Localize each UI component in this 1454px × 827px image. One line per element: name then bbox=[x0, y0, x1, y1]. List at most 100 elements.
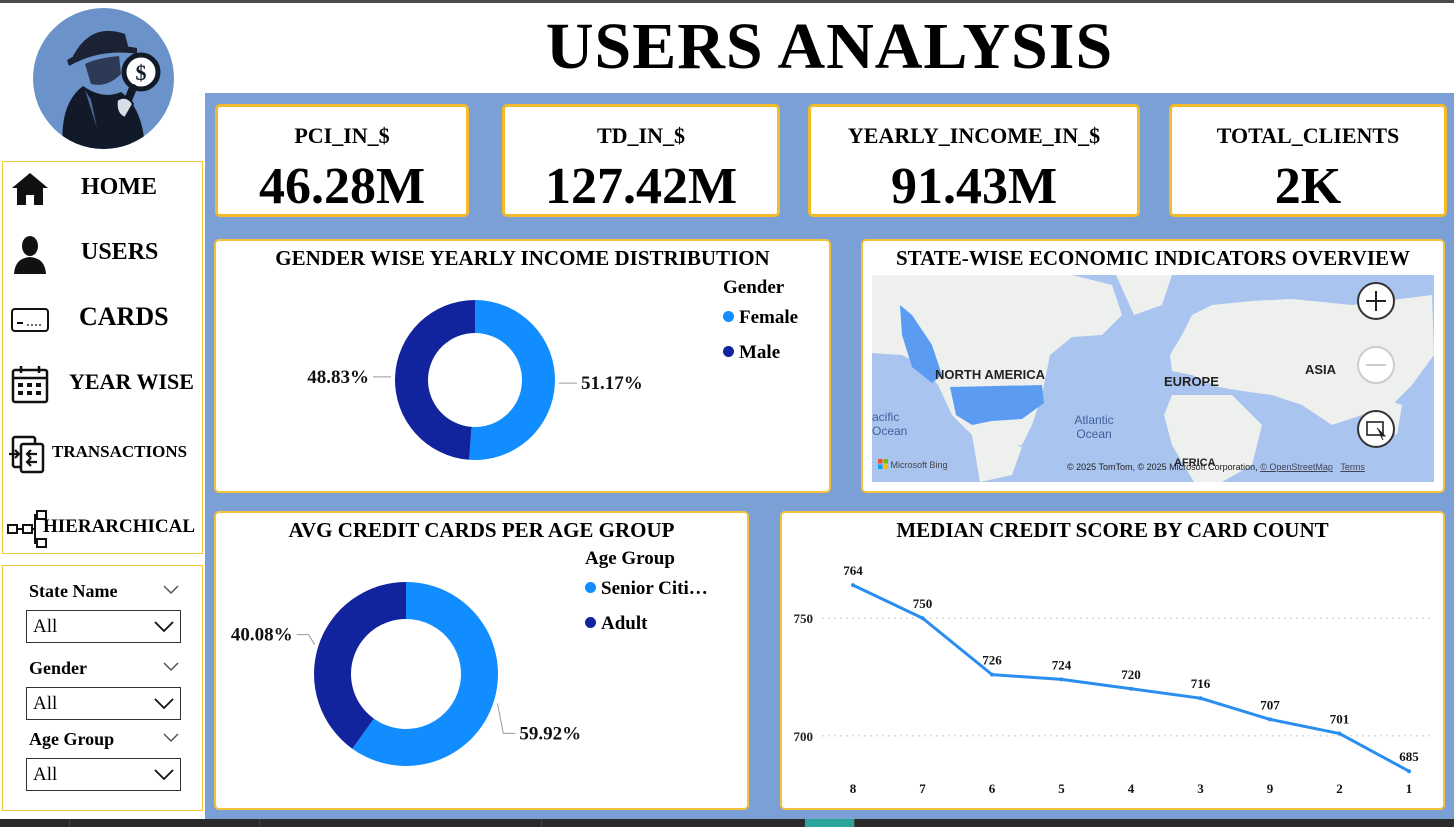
data-point[interactable] bbox=[1059, 677, 1064, 682]
data-point[interactable] bbox=[990, 672, 994, 677]
x-tick-label: 8 bbox=[850, 781, 857, 796]
nav-label-transactions: TRANSACTIONS bbox=[52, 442, 188, 461]
data-point[interactable] bbox=[851, 583, 855, 588]
credit-score-line-card[interactable]: MEDIAN CREDIT SCORE BY CARD COUNT 700 750… bbox=[780, 511, 1445, 810]
data-point[interactable] bbox=[1268, 717, 1272, 722]
bing-logo: Microsoft Bing bbox=[878, 459, 948, 470]
gender-income-card[interactable]: GENDER WISE YEARLY INCOME DISTRIBUTION 5… bbox=[214, 239, 831, 493]
kpi-card-yearly-income[interactable]: YEARLY_INCOME_IN_$ 91.43M bbox=[808, 104, 1140, 217]
kpi-card-total-clients[interactable]: TOTAL_CLIENTS 2K bbox=[1169, 104, 1447, 217]
map-land-shapes bbox=[872, 275, 1434, 482]
nav-label-home: HOME bbox=[81, 174, 157, 200]
taskbar-active-tab[interactable] bbox=[805, 819, 855, 827]
x-tick-label: 5 bbox=[1058, 781, 1065, 796]
state-name-value: All bbox=[33, 616, 58, 637]
detective-logo: $ bbox=[33, 8, 174, 149]
data-point[interactable] bbox=[1129, 686, 1133, 691]
nav-item-users[interactable]: USERS bbox=[3, 227, 202, 277]
nav-item-cards[interactable]: CARDS bbox=[3, 292, 202, 342]
dropdown-chevron-icon bbox=[154, 698, 174, 710]
sidebar: $ HOME USERS CARDS bbox=[0, 3, 205, 819]
donut-slice-male[interactable] bbox=[394, 300, 475, 460]
kpi-value: 46.28M bbox=[258, 158, 426, 215]
kpi-card-pci[interactable]: PCI_IN_$ 46.28M bbox=[215, 104, 469, 217]
donut-slice-senior-citi[interactable] bbox=[352, 582, 498, 766]
window-top-border bbox=[0, 0, 1454, 3]
data-label: 720 bbox=[1121, 667, 1141, 682]
filter-label-age-group: Age Group bbox=[29, 729, 115, 749]
legend-dot bbox=[723, 311, 734, 322]
calendar-icon bbox=[11, 366, 49, 404]
gender-donut-chart[interactable]: 51.17% 48.83% bbox=[216, 241, 831, 493]
data-point[interactable] bbox=[1337, 731, 1342, 736]
zoom-out-button[interactable] bbox=[1357, 346, 1395, 384]
plus-icon bbox=[1366, 291, 1386, 311]
donut-data-label: 59.92% bbox=[519, 723, 581, 744]
kpi-title: PCI_IN_$ bbox=[294, 123, 390, 148]
age-group-cards-card[interactable]: AVG CREDIT CARDS PER AGE GROUP 59.92% 40.… bbox=[214, 511, 749, 810]
nav-label-cards: CARDS bbox=[79, 302, 169, 331]
nav-item-year-wise[interactable]: YEAR WISE bbox=[3, 357, 202, 407]
state-name-dropdown[interactable]: All bbox=[26, 610, 181, 643]
zoom-in-button[interactable] bbox=[1357, 282, 1395, 320]
nav-item-home[interactable]: HOME bbox=[3, 162, 202, 212]
world-map[interactable]: NORTH AMERICA EUROPE ASIA acific Ocean A… bbox=[872, 275, 1434, 482]
nav-label-hierarchical: HIERARCHICAL bbox=[43, 516, 196, 537]
legend-title: Gender bbox=[723, 277, 785, 298]
donut-leader-line bbox=[496, 703, 516, 734]
kpi-value: 2K bbox=[1274, 158, 1342, 215]
data-point[interactable] bbox=[1198, 696, 1203, 701]
donut-slice-adult[interactable] bbox=[314, 582, 406, 749]
legend-dot bbox=[723, 346, 734, 357]
data-point[interactable] bbox=[1407, 769, 1411, 774]
dropdown-chevron-icon bbox=[154, 621, 174, 633]
card-title: STATE-WISE ECONOMIC INDICATORS OVERVIEW bbox=[895, 246, 1411, 270]
legend-label: Senior Citi… bbox=[601, 578, 708, 599]
chevron-down-icon[interactable] bbox=[163, 733, 179, 743]
taskbar-segment bbox=[260, 819, 542, 827]
filter-panel: State Name All Gender All Age Group All bbox=[2, 565, 203, 811]
legend-label: Male bbox=[739, 342, 781, 363]
legend-item-male[interactable]: Male bbox=[723, 342, 780, 364]
kpi-card-td[interactable]: TD_IN_$ 127.42M bbox=[502, 104, 780, 217]
card-title: AVG CREDIT CARDS PER AGE GROUP bbox=[288, 518, 675, 542]
kpi-value: 91.43M bbox=[890, 158, 1058, 215]
navigation-panel: HOME USERS CARDS bbox=[2, 161, 203, 554]
x-tick-label: 9 bbox=[1267, 781, 1274, 796]
data-label: 726 bbox=[982, 653, 1002, 668]
microsoft-logo-icon bbox=[878, 459, 888, 469]
map-label-asia: ASIA bbox=[1305, 362, 1337, 377]
legend-item-adult[interactable]: Adult bbox=[585, 613, 647, 635]
donut-slice-female[interactable] bbox=[469, 300, 555, 460]
filter-label-gender: Gender bbox=[29, 658, 87, 678]
age-group-dropdown[interactable]: All bbox=[26, 758, 181, 791]
kpi-title: TD_IN_$ bbox=[596, 123, 685, 148]
age-group-donut-chart[interactable]: 59.92% 40.08% bbox=[216, 513, 749, 810]
x-tick-label: 2 bbox=[1336, 781, 1343, 796]
terms-link[interactable]: Terms bbox=[1340, 462, 1365, 472]
legend-dot bbox=[585, 617, 596, 628]
credit-score-line-chart[interactable]: 700 750 764 8 750 7 726 6 724 5 720 4 716 3 707 9 701 2 68… bbox=[782, 513, 1445, 810]
state-economic-map-card[interactable]: STATE-WISE ECONOMIC INDICATORS OVERVIEW … bbox=[861, 239, 1445, 493]
dropdown-chevron-icon bbox=[154, 769, 174, 781]
select-area-button[interactable] bbox=[1357, 410, 1395, 448]
nav-item-transactions[interactable]: TRANSACTIONS bbox=[3, 427, 202, 477]
nav-label-year-wise: YEAR WISE bbox=[69, 369, 194, 394]
chevron-down-icon[interactable] bbox=[163, 585, 179, 595]
gender-dropdown[interactable]: All bbox=[26, 687, 181, 720]
page-title: USERS ANALYSIS bbox=[545, 10, 1114, 83]
nav-item-hierarchical[interactable]: HIERARCHICAL bbox=[3, 502, 202, 552]
osm-link[interactable]: © OpenStreetMap bbox=[1260, 462, 1333, 472]
attribution-text: © 2025 TomTom, © 2025 Microsoft Corporat… bbox=[1067, 462, 1261, 472]
donut-data-label: 48.83% bbox=[307, 367, 369, 388]
legend-item-senior-citizen[interactable]: Senior Citi… bbox=[585, 578, 708, 600]
chevron-down-icon[interactable] bbox=[163, 662, 179, 672]
taskbar-strip bbox=[0, 819, 1454, 827]
data-point[interactable] bbox=[920, 616, 925, 621]
gender-value: All bbox=[33, 693, 58, 714]
data-label: 750 bbox=[913, 596, 933, 611]
x-tick-label: 7 bbox=[919, 781, 926, 796]
legend-label: Female bbox=[739, 307, 799, 328]
legend-item-female[interactable]: Female bbox=[723, 307, 798, 329]
legend-label: Adult bbox=[601, 613, 648, 634]
